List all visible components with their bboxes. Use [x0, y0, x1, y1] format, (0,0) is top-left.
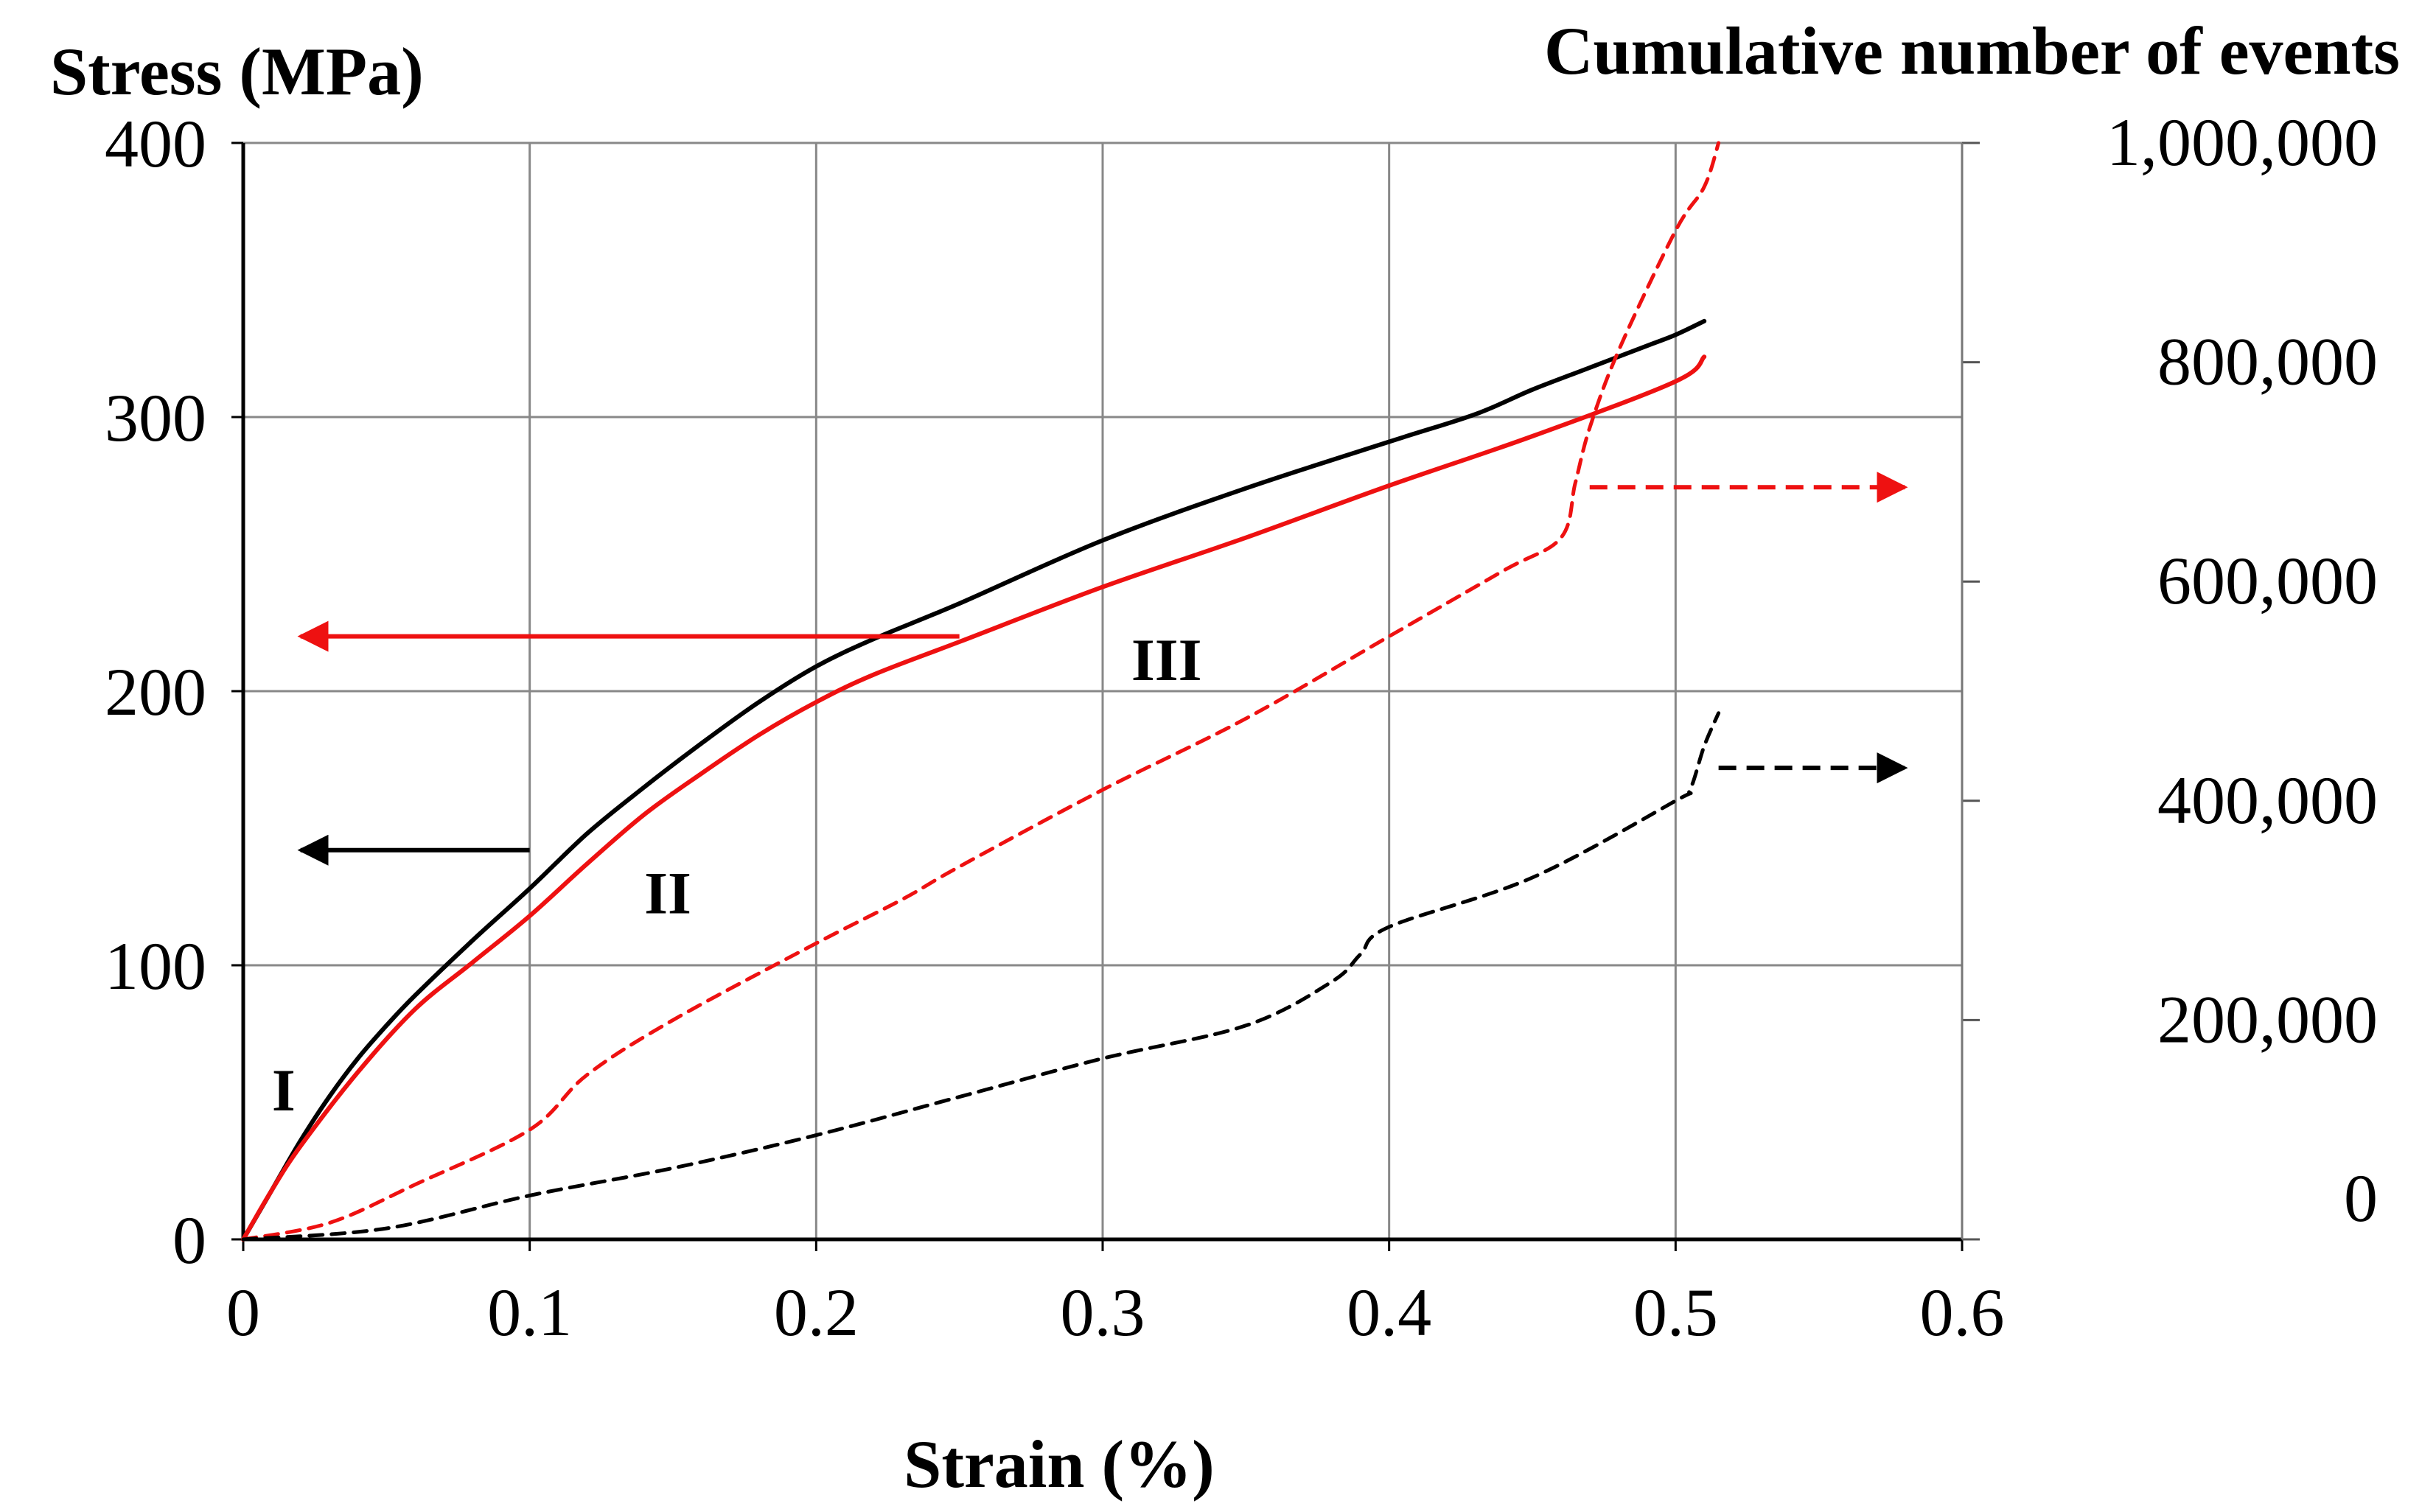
right-axis-title: Cumulative number of events — [1544, 13, 2400, 88]
region-label-ii: II — [644, 859, 691, 926]
series-cumulative-events-red — [241, 141, 1721, 1242]
x-tick-label: 0.3 — [1061, 1275, 1145, 1350]
x-tick-label: 0.2 — [774, 1275, 859, 1350]
x-tick-label: 0.5 — [1633, 1275, 1718, 1350]
x-tick-label: 0 — [226, 1275, 260, 1350]
y-left-tick-label: 0 — [172, 1203, 206, 1278]
y-right-tick-label: 1,000,000 — [2107, 105, 2378, 180]
y-left-tick-label: 300 — [105, 380, 206, 455]
grid-lines — [243, 141, 1964, 1239]
left-axis-title: Stress (MPa) — [50, 34, 424, 109]
y-left-tick-label: 400 — [105, 106, 206, 181]
y-right-tick-label: 800,000 — [2157, 324, 2378, 399]
series-stress-black — [241, 318, 1707, 1242]
x-tick-label: 0.4 — [1347, 1275, 1431, 1350]
y-right-tick-label: 200,000 — [2157, 981, 2378, 1057]
region-label-i: I — [272, 1057, 296, 1124]
y-left-tick-label: 100 — [105, 928, 206, 1004]
x-tick-label: 0.6 — [1920, 1275, 2005, 1350]
y-right-tick-label: 0 — [2344, 1161, 2378, 1236]
x-axis-title: Strain (%) — [904, 1427, 1215, 1502]
y-left-tick-label: 200 — [105, 654, 206, 729]
y-right-tick-label: 400,000 — [2157, 763, 2378, 838]
data-series — [241, 141, 1721, 1242]
series-cumulative-events-black — [241, 711, 1721, 1242]
region-label-iii: III — [1131, 626, 1202, 693]
tick-labels: 0 0.1 0.2 0.3 0.4 0.5 0.6 0 100 200 300 400 0 200,000… — [105, 105, 2378, 1350]
y-right-tick-label: 600,000 — [2157, 543, 2378, 618]
x-tick-label: 0.1 — [487, 1275, 572, 1350]
axis-arrows — [297, 472, 1908, 866]
series-stress-red — [241, 354, 1707, 1242]
axes — [231, 141, 1980, 1251]
